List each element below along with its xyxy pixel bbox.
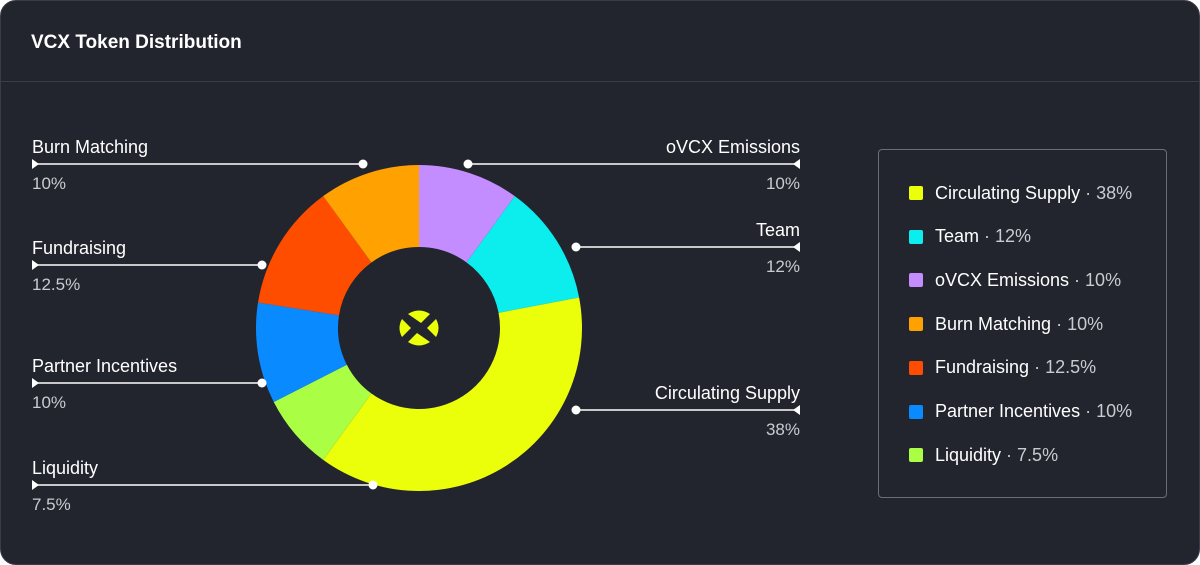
legend-item: Liquidity · 7.5%: [909, 443, 1058, 467]
callout-value: 10%: [32, 393, 66, 412]
callout-arrow: [32, 480, 39, 490]
callout-label: Circulating Supply: [655, 383, 800, 403]
legend-label: Team: [935, 226, 980, 247]
legend-value: 10%: [1096, 401, 1133, 421]
pie-slice: [323, 165, 419, 263]
callout-arrow: [32, 159, 39, 169]
legend-label: Partner Incentives: [935, 401, 1081, 421]
legend-separator: ·: [1085, 182, 1092, 203]
legend-swatch: [909, 186, 923, 200]
card-header: VCX Token Distribution: [1, 1, 1199, 82]
legend-separator: ·: [1034, 357, 1041, 378]
callout-value: 10%: [32, 174, 66, 193]
pie-slice: [273, 364, 372, 460]
callout-dot: [358, 159, 368, 169]
legend-label: Fundraising: [935, 357, 1030, 378]
callout-arrow: [32, 378, 39, 388]
callout-label: Fundraising: [32, 238, 126, 258]
legend-label: oVCX Emissions: [935, 269, 1070, 290]
legend-item: Team · 12%: [909, 225, 1031, 249]
legend-label: Burn Matching: [935, 313, 1052, 334]
callout-arrow: [793, 242, 800, 252]
legend-separator: ·: [984, 226, 991, 247]
legend-item: Fundraising · 12.5%: [909, 356, 1096, 380]
legend-separator: ·: [1006, 444, 1013, 465]
legend-separator: ·: [1056, 313, 1063, 334]
legend-swatch: [909, 360, 923, 375]
callout-label: Team: [756, 220, 800, 240]
callout-dot: [257, 378, 267, 388]
legend-value: 12.5%: [1045, 357, 1097, 378]
callout-dot: [463, 159, 473, 169]
chart-legend: Circulating Supply · 38% Team · 12% oVCX Emiss…: [878, 149, 1167, 498]
legend-swatch: [909, 448, 923, 463]
pie-slice: [419, 165, 515, 263]
callout-value: 38%: [766, 420, 800, 439]
legend-value: 10%: [1085, 269, 1122, 290]
callout-value: 12.5%: [32, 275, 80, 294]
legend-label: Circulating Supply: [935, 182, 1081, 203]
legend-swatch: [909, 229, 923, 244]
legend-item: Burn Matching · 10%: [909, 312, 1103, 336]
callout-value: 12%: [766, 257, 800, 276]
callout-arrow: [32, 260, 39, 270]
callout-arrow: [793, 159, 800, 169]
legend-value: 38%: [1096, 182, 1133, 203]
legend-value: 10%: [1067, 313, 1104, 334]
legend-swatch: [909, 404, 923, 419]
legend-label: Liquidity: [935, 444, 1002, 465]
legend-item: Circulating Supply · 38%: [909, 181, 1132, 205]
pie-slice: [323, 297, 582, 491]
legend-value: 12%: [995, 226, 1032, 247]
pie-slice: [258, 196, 372, 316]
vaultcraft-logo-icon: [399, 310, 439, 346]
legend-item: Partner Incentives · 10%: [909, 400, 1132, 424]
legend-item: oVCX Emissions · 10%: [909, 268, 1121, 292]
callout-arrow: [793, 405, 800, 415]
callout-label: Burn Matching: [32, 137, 148, 157]
callout-label: oVCX Emissions: [666, 137, 800, 157]
legend-separator: ·: [1074, 269, 1081, 290]
callout-dot: [368, 480, 378, 490]
legend-swatch: [909, 317, 923, 332]
card-title: VCX Token Distribution: [31, 32, 242, 53]
callout-label: Partner Incentives: [32, 356, 177, 376]
legend-value: 7.5%: [1017, 444, 1059, 465]
callout-label: Liquidity: [32, 458, 98, 478]
legend-swatch: [909, 273, 923, 288]
callout-dot: [571, 242, 581, 252]
legend-separator: ·: [1085, 401, 1092, 421]
callout-value: 10%: [766, 174, 800, 193]
callout-dot: [257, 260, 267, 270]
pie-slice: [256, 302, 347, 403]
callout-value: 7.5%: [32, 495, 71, 514]
pie-slice: [466, 196, 580, 313]
callout-dot: [571, 405, 581, 415]
